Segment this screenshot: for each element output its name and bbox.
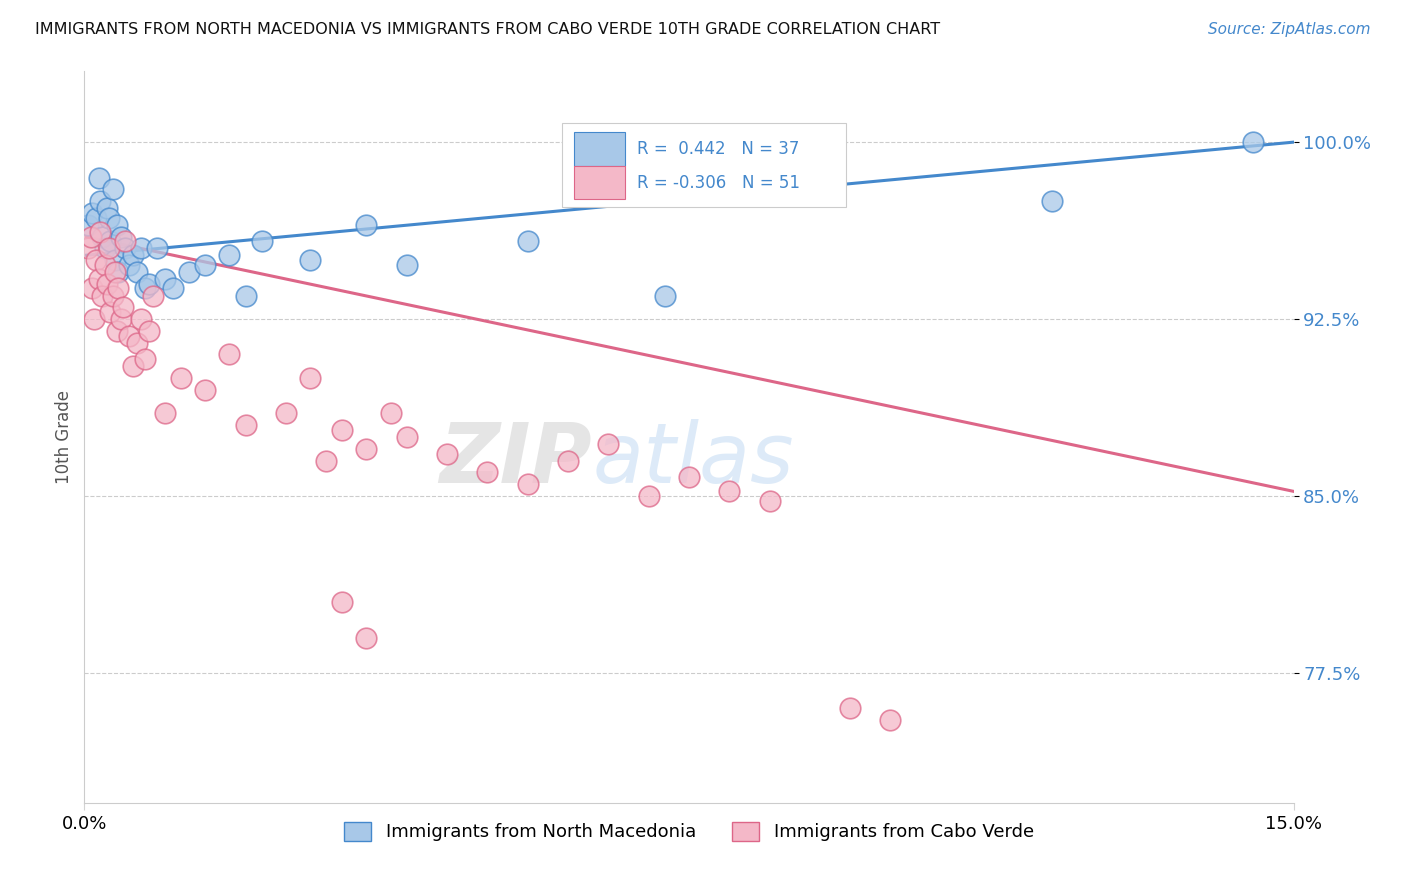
Legend: Immigrants from North Macedonia, Immigrants from Cabo Verde: Immigrants from North Macedonia, Immigra…	[337, 814, 1040, 848]
Point	[299, 371, 322, 385]
Point	[718, 484, 741, 499]
Point	[356, 218, 378, 232]
Point	[235, 288, 257, 302]
FancyBboxPatch shape	[574, 132, 624, 166]
Point	[235, 418, 257, 433]
Point	[356, 442, 378, 456]
Point	[218, 248, 240, 262]
Point	[129, 241, 152, 255]
Point	[170, 371, 193, 385]
Point	[118, 328, 141, 343]
Point	[125, 265, 148, 279]
Point	[77, 218, 100, 232]
Point	[96, 277, 118, 291]
Point	[91, 229, 114, 244]
FancyBboxPatch shape	[562, 122, 846, 207]
Point	[101, 182, 124, 196]
Point	[86, 211, 108, 225]
Point	[110, 312, 132, 326]
Point	[299, 253, 322, 268]
Point	[637, 489, 659, 503]
Point	[138, 277, 160, 291]
Text: atlas: atlas	[592, 418, 794, 500]
Point	[83, 312, 105, 326]
Text: R =  0.442   N = 37: R = 0.442 N = 37	[637, 140, 800, 158]
Point	[395, 430, 418, 444]
Point	[138, 324, 160, 338]
Point	[153, 272, 176, 286]
Point	[104, 265, 127, 279]
Point	[93, 258, 115, 272]
Text: ZIP: ZIP	[440, 418, 592, 500]
Point	[114, 241, 136, 255]
Point	[105, 324, 128, 338]
Point	[80, 229, 103, 244]
Point	[758, 493, 780, 508]
Point	[477, 466, 499, 480]
Point	[110, 229, 132, 244]
Point	[121, 248, 143, 262]
Point	[134, 281, 156, 295]
Point	[96, 201, 118, 215]
FancyBboxPatch shape	[574, 166, 624, 200]
Point	[142, 288, 165, 302]
Point	[105, 218, 128, 232]
Point	[598, 437, 620, 451]
Text: Source: ZipAtlas.com: Source: ZipAtlas.com	[1208, 22, 1371, 37]
Point	[82, 206, 104, 220]
Point	[93, 241, 115, 255]
Point	[89, 225, 111, 239]
Point	[274, 407, 297, 421]
Point	[879, 713, 901, 727]
Point	[839, 701, 862, 715]
Point	[82, 281, 104, 295]
Point	[91, 288, 114, 302]
Point	[1040, 194, 1063, 208]
Point	[179, 265, 201, 279]
Point	[557, 453, 579, 467]
Point	[516, 477, 538, 491]
Point	[97, 241, 120, 255]
Point	[250, 234, 273, 248]
Point	[380, 407, 402, 421]
Point	[315, 453, 337, 467]
Point	[654, 288, 676, 302]
Point	[330, 595, 353, 609]
Point	[98, 234, 121, 248]
Point	[395, 258, 418, 272]
Point	[97, 211, 120, 225]
Point	[330, 423, 353, 437]
Point	[516, 234, 538, 248]
Point	[101, 288, 124, 302]
Point	[104, 253, 127, 268]
Point	[107, 265, 129, 279]
Point	[121, 359, 143, 374]
Point	[114, 234, 136, 248]
Point	[153, 407, 176, 421]
Point	[125, 335, 148, 350]
Point	[87, 170, 110, 185]
Point	[89, 194, 111, 208]
Point	[146, 241, 169, 255]
Point	[194, 383, 217, 397]
Point	[107, 281, 129, 295]
Point	[112, 301, 135, 315]
Y-axis label: 10th Grade: 10th Grade	[55, 390, 73, 484]
Point	[218, 347, 240, 361]
Point	[678, 470, 700, 484]
Point	[134, 352, 156, 367]
Point	[194, 258, 217, 272]
Text: R = -0.306   N = 51: R = -0.306 N = 51	[637, 174, 800, 192]
Point	[118, 258, 141, 272]
Point	[162, 281, 184, 295]
Point	[129, 312, 152, 326]
Point	[98, 305, 121, 319]
Point	[77, 241, 100, 255]
Point	[436, 447, 458, 461]
Point	[87, 272, 110, 286]
Text: IMMIGRANTS FROM NORTH MACEDONIA VS IMMIGRANTS FROM CABO VERDE 10TH GRADE CORRELA: IMMIGRANTS FROM NORTH MACEDONIA VS IMMIG…	[35, 22, 941, 37]
Point	[1241, 135, 1264, 149]
Point	[356, 631, 378, 645]
Point	[86, 253, 108, 268]
